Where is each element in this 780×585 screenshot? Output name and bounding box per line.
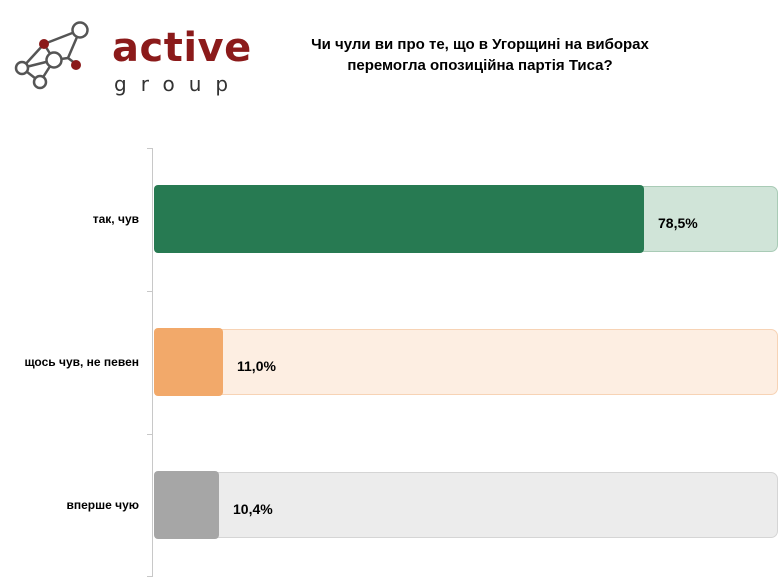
- axis-tick: [147, 576, 153, 577]
- bar-track: [154, 472, 778, 538]
- bar-track: [154, 329, 778, 395]
- logo-word: active: [112, 25, 252, 71]
- value-label: 78,5%: [658, 215, 698, 231]
- bar: [154, 328, 223, 396]
- value-label: 10,4%: [233, 501, 273, 517]
- axis-tick: [147, 434, 153, 435]
- bar: [154, 185, 644, 253]
- axis-tick: [147, 291, 153, 292]
- logo-subtitle: group: [114, 72, 243, 96]
- chart-title: Чи чули ви про те, що в Угорщині на вибо…: [311, 36, 649, 74]
- network-icon: [14, 21, 89, 90]
- category-label: так, чув: [92, 212, 139, 226]
- category-label: вперше чую: [66, 498, 139, 512]
- axis-tick: [147, 148, 153, 149]
- value-label: 11,0%: [237, 358, 276, 374]
- active-group-logo: active group: [10, 14, 251, 96]
- bar: [154, 471, 219, 539]
- category-axis-line: [152, 148, 153, 576]
- category-label: щось чув, не певен: [24, 355, 139, 369]
